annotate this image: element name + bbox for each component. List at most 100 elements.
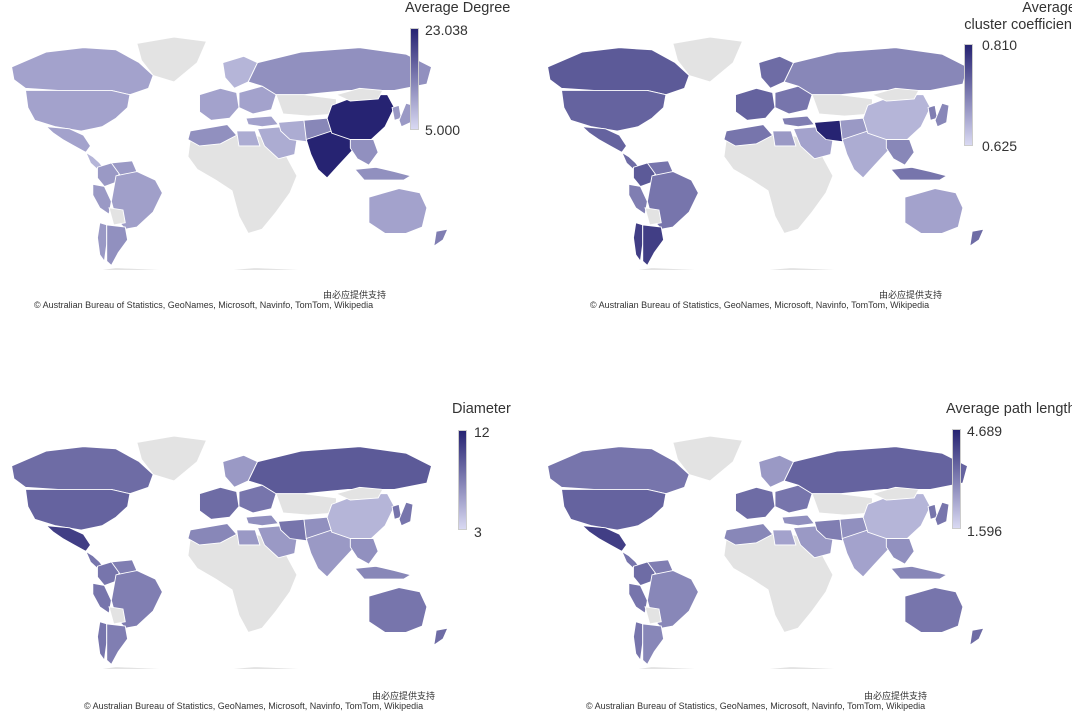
country-north-africa bbox=[187, 124, 238, 147]
country-russia bbox=[247, 446, 433, 495]
country-chile bbox=[96, 222, 108, 263]
legend-min-label: 5.000 bbox=[425, 122, 461, 138]
legend-title: Diameter bbox=[452, 401, 511, 417]
legend-title: Average cluster coefficient bbox=[964, 0, 1072, 33]
choropleth-map bbox=[11, 36, 449, 270]
country-usa bbox=[24, 489, 131, 531]
country-north-africa bbox=[723, 124, 774, 147]
country-egypt bbox=[236, 529, 261, 546]
bing-credit: 由必应提供支持 bbox=[879, 291, 943, 301]
country-mongolia bbox=[335, 87, 384, 102]
bing-credit: 由必应提供支持 bbox=[372, 692, 436, 702]
country-greenland bbox=[672, 435, 744, 482]
country-turkey bbox=[245, 115, 280, 128]
legend-title: Average path length bbox=[946, 401, 1072, 417]
country-western-europe bbox=[199, 486, 240, 520]
country-chile bbox=[632, 222, 644, 263]
map-attribution: © Australian Bureau of Statistics, GeoNa… bbox=[590, 300, 930, 310]
country-china bbox=[862, 94, 931, 140]
country-bolivia bbox=[644, 606, 662, 625]
country-argentina bbox=[106, 623, 129, 666]
country-greenland bbox=[136, 36, 208, 83]
country-indonesia bbox=[354, 166, 412, 181]
country-russia bbox=[783, 446, 969, 495]
legend-color-bar bbox=[964, 44, 973, 146]
country-canada bbox=[11, 446, 154, 495]
country-china bbox=[326, 94, 395, 140]
country-antarctica bbox=[96, 267, 317, 270]
country-greenland bbox=[672, 36, 744, 83]
country-australia bbox=[368, 587, 428, 633]
country-peru bbox=[628, 582, 648, 614]
country-western-europe bbox=[199, 87, 240, 121]
map-attribution: © Australian Bureau of Statistics, GeoNa… bbox=[586, 701, 926, 711]
legend-min-label: 3 bbox=[474, 524, 482, 540]
country-peru bbox=[92, 183, 112, 215]
country-bolivia bbox=[644, 207, 662, 226]
legend-title: Average Degree bbox=[405, 0, 511, 16]
country-new-zealand bbox=[433, 228, 449, 248]
legend-max-label: 4.689 bbox=[967, 423, 1003, 439]
country-australia bbox=[904, 188, 964, 234]
choropleth-map bbox=[11, 435, 449, 669]
country-turkey bbox=[245, 514, 280, 527]
country-australia bbox=[904, 587, 964, 633]
country-japan bbox=[398, 501, 414, 527]
legend-max-label: 12 bbox=[474, 424, 490, 440]
country-southeast-asia bbox=[885, 538, 915, 565]
legend-color-bar bbox=[952, 429, 961, 529]
choropleth-map bbox=[547, 36, 985, 270]
country-bolivia bbox=[108, 606, 126, 625]
country-egypt bbox=[772, 529, 797, 546]
country-indonesia bbox=[890, 565, 948, 580]
map-panel-average-cluster-coefficient: Average cluster coefficient 0.810 0.625 … bbox=[536, 0, 1072, 357]
country-western-europe bbox=[735, 87, 776, 121]
country-southeast-asia bbox=[349, 538, 379, 565]
country-canada bbox=[11, 47, 154, 96]
country-canada bbox=[547, 47, 690, 96]
map-attribution: © Australian Bureau of Statistics, GeoNa… bbox=[84, 701, 424, 711]
country-new-zealand bbox=[433, 627, 449, 647]
country-southeast-asia bbox=[349, 139, 379, 166]
map-panel-diameter: Diameter 12 3 由必应提供支持 © Australian Burea… bbox=[0, 357, 536, 714]
country-argentina bbox=[642, 224, 665, 267]
country-russia bbox=[247, 47, 433, 96]
country-chile bbox=[632, 621, 644, 662]
country-kazakhstan bbox=[275, 493, 337, 516]
country-peru bbox=[628, 183, 648, 215]
country-new-zealand bbox=[969, 228, 985, 248]
country-argentina bbox=[106, 224, 129, 267]
country-southeast-asia bbox=[885, 139, 915, 166]
choropleth-map bbox=[547, 435, 985, 669]
bing-credit: 由必应提供支持 bbox=[864, 692, 928, 702]
country-antarctica bbox=[632, 267, 853, 270]
country-kazakhstan bbox=[275, 94, 337, 117]
country-china bbox=[326, 493, 395, 539]
country-usa bbox=[560, 489, 667, 531]
country-china bbox=[862, 493, 931, 539]
country-canada bbox=[547, 446, 690, 495]
country-antarctica bbox=[96, 666, 317, 669]
country-mongolia bbox=[335, 486, 384, 501]
legend-max-label: 0.810 bbox=[982, 37, 1018, 53]
map-attribution: © Australian Bureau of Statistics, GeoNa… bbox=[34, 300, 374, 310]
country-peru bbox=[92, 582, 112, 614]
map-panel-average-degree: Average Degree 23.038 5.000 由必应提供支持 © Au… bbox=[0, 0, 536, 357]
country-new-zealand bbox=[969, 627, 985, 647]
country-antarctica bbox=[632, 666, 853, 669]
country-egypt bbox=[236, 130, 261, 147]
map-panel-average-path-length: Average path length 4.689 1.596 由必应提供支持 … bbox=[536, 357, 1072, 714]
legend-color-bar bbox=[458, 430, 467, 530]
bing-credit: 由必应提供支持 bbox=[323, 291, 387, 301]
legend-color-bar bbox=[410, 28, 419, 130]
country-north-africa bbox=[187, 523, 238, 546]
country-usa bbox=[560, 90, 667, 132]
country-australia bbox=[368, 188, 428, 234]
country-bolivia bbox=[108, 207, 126, 226]
legend-max-label: 23.038 bbox=[425, 22, 468, 38]
country-mongolia bbox=[871, 87, 920, 102]
country-russia bbox=[783, 47, 969, 96]
country-japan bbox=[934, 501, 950, 527]
country-indonesia bbox=[354, 565, 412, 580]
country-kazakhstan bbox=[811, 493, 873, 516]
